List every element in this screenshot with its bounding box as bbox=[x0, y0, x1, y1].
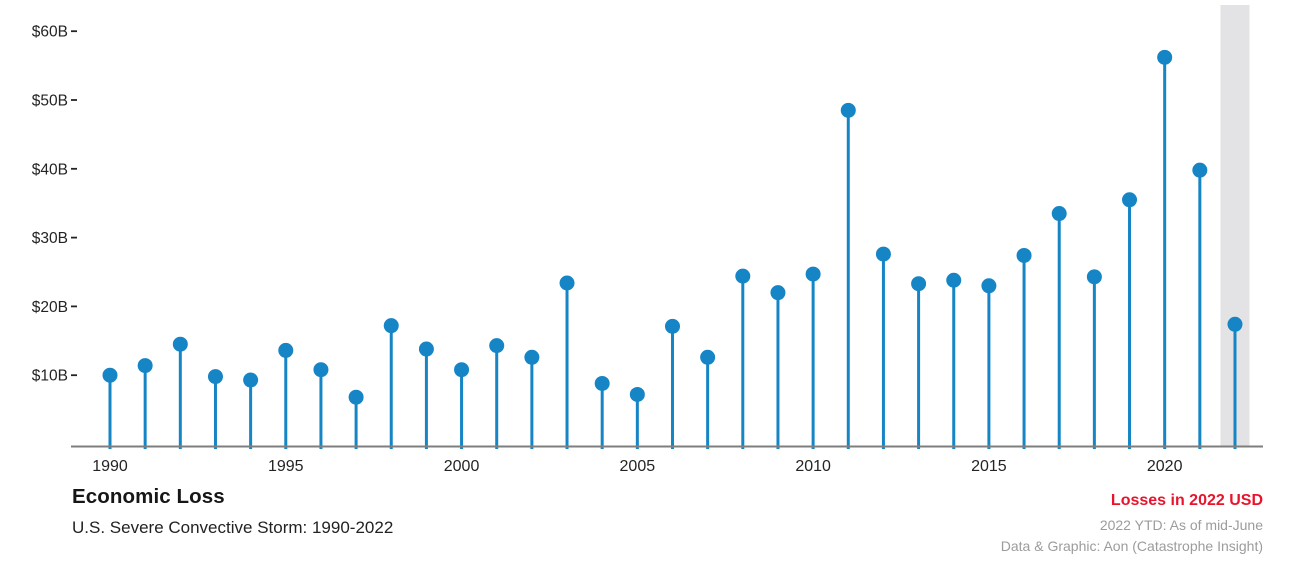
dot-1990 bbox=[102, 367, 118, 383]
x-tick-label: 2015 bbox=[971, 458, 1007, 475]
dot-1993 bbox=[207, 369, 223, 385]
dot-2020 bbox=[1157, 49, 1173, 65]
y-tick-label: $30B bbox=[32, 230, 68, 247]
y-tick-label: $60B bbox=[32, 24, 68, 41]
y-tick-label: $10B bbox=[32, 368, 68, 385]
dot-2010 bbox=[805, 266, 821, 282]
dot-2000 bbox=[454, 362, 470, 378]
dot-1995 bbox=[278, 342, 294, 358]
y-tick-label: $40B bbox=[32, 161, 68, 178]
dot-1998 bbox=[383, 318, 399, 334]
ytd-note: 2022 YTD: As of mid-June bbox=[1099, 517, 1263, 533]
dot-2018 bbox=[1086, 269, 1102, 285]
dot-2015 bbox=[981, 278, 997, 294]
lollipop-chart: $10B $20B $30B $40B $50B $60B 1990 1995 2000 2005… bbox=[32, 5, 1263, 475]
dot-1999 bbox=[418, 341, 434, 357]
dot-2001 bbox=[489, 338, 505, 354]
x-tick-label: 2005 bbox=[620, 458, 656, 475]
dot-2019 bbox=[1122, 192, 1138, 208]
dot-2008 bbox=[735, 268, 751, 284]
dot-2002 bbox=[524, 349, 540, 365]
dot-1994 bbox=[243, 372, 259, 388]
dot-2017 bbox=[1051, 206, 1067, 222]
losses-currency-note: Losses in 2022 USD bbox=[1110, 492, 1263, 509]
dot-2004 bbox=[594, 375, 610, 391]
dot-2012 bbox=[875, 246, 891, 262]
y-tick-label: $50B bbox=[32, 93, 68, 110]
chart-footer-left: Economic Loss U.S. Severe Convective Sto… bbox=[72, 485, 393, 538]
dot-1992 bbox=[172, 336, 188, 352]
y-tick-label: $20B bbox=[32, 299, 68, 316]
credit-note: Data & Graphic: Aon (Catastrophe Insight… bbox=[1000, 537, 1263, 554]
dot-2011 bbox=[840, 102, 856, 118]
dot-2016 bbox=[1016, 247, 1032, 263]
chart-subtitle: U.S. Severe Convective Storm: 1990-2022 bbox=[72, 518, 394, 537]
x-tick-label: 2010 bbox=[795, 458, 831, 475]
x-tick-label: 1990 bbox=[92, 458, 128, 475]
x-tick-label: 1995 bbox=[268, 458, 304, 475]
x-tick-label: 2020 bbox=[1147, 458, 1183, 475]
dot-1997 bbox=[348, 389, 364, 405]
dot-2005 bbox=[629, 386, 645, 402]
dot-2003 bbox=[559, 275, 575, 291]
dot-2021 bbox=[1192, 162, 1208, 178]
dot-1991 bbox=[137, 358, 153, 374]
dot-2007 bbox=[700, 349, 716, 365]
chart-title: Economic Loss bbox=[72, 485, 225, 508]
x-tick-label: 2000 bbox=[444, 458, 480, 475]
dot-2022 bbox=[1227, 316, 1243, 332]
dot-1996 bbox=[313, 362, 329, 378]
dot-2014 bbox=[946, 272, 962, 288]
dot-2013 bbox=[911, 276, 927, 292]
dot-2006 bbox=[664, 318, 680, 334]
chart-footer-right: Losses in 2022 USD 2022 YTD: As of mid-J… bbox=[1001, 492, 1263, 556]
dot-2009 bbox=[770, 285, 786, 301]
